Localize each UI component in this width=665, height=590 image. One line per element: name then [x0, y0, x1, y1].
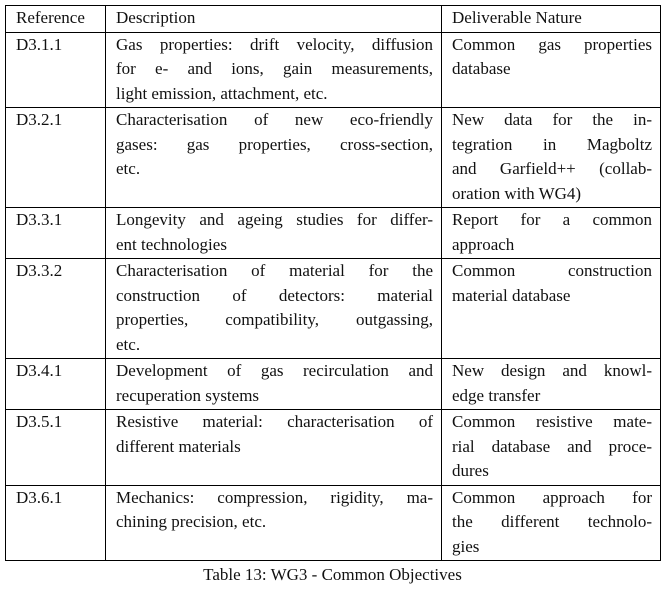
- table-cell: Report for a common approach: [441, 207, 661, 259]
- table-cell: D3.5.1: [5, 409, 106, 486]
- cell-line: rial database and proce-: [452, 436, 652, 456]
- cell-line: for e- and ions, gain measurements,: [116, 59, 433, 78]
- cell-line: different materials: [116, 436, 241, 456]
- table-cell: D3.1.1: [5, 31, 106, 108]
- header-cell: Deliverable Nature: [441, 5, 661, 33]
- cell-line: New data for the in-: [452, 110, 652, 129]
- cell-line: D3.6.1: [16, 487, 63, 507]
- table-row: D3.3.2 Characterisation of material for t…: [5, 258, 661, 359]
- cell-line: chining precision, etc.: [116, 512, 267, 531]
- cell-line: New design and knowl-: [452, 361, 652, 380]
- cell-line: edge transfer: [452, 385, 541, 405]
- table-cell: New design and knowl-edge transfer: [441, 358, 661, 410]
- cell-line: D3.3.2: [16, 261, 63, 280]
- cell-line: Gas properties: drift velocity, diffusio…: [116, 34, 433, 54]
- table-cell: Characterisation of material for the cons…: [105, 258, 442, 359]
- table-row: D3.6.1 Mechanics: compression, rigidity, …: [5, 484, 661, 561]
- table-row: D3.2.1 Characterisation of new eco-friend…: [5, 107, 661, 208]
- table-cell: D3.6.1: [5, 484, 106, 561]
- cell-line: Longevity and ageing studies for differ-: [116, 210, 433, 229]
- cell-line: and Garfield++ (collab-: [452, 159, 652, 178]
- header-cell: Reference: [5, 5, 106, 33]
- cell-line: database: [452, 59, 511, 78]
- cell-line: ent technologies: [116, 234, 227, 254]
- table-cell: Characterisation of new eco-friendly gase…: [105, 107, 442, 208]
- caption: Table 13: WG3 - Common Objectives: [203, 565, 462, 584]
- cell-line: Common construction: [452, 261, 652, 280]
- table-cell: Common resistive mate-rial database and …: [441, 409, 661, 486]
- cell-line: Common approach for: [452, 487, 652, 507]
- table-cell: Gas properties: drift velocity, diffusio…: [105, 31, 442, 108]
- cell-line: approach: [452, 234, 515, 254]
- table-row: D3.1.1 Gas properties: drift velocity, di…: [5, 31, 661, 108]
- cell-line: Resistive material: characterisation of: [116, 412, 433, 431]
- header-row: Reference Description Deliverable Nature: [5, 5, 661, 33]
- cell-line: Common gas properties: [452, 34, 652, 54]
- cell-line: D3.3.1: [16, 210, 63, 229]
- table-row: D3.4.1 Development of gas recirculation a…: [5, 358, 661, 410]
- table-cell: Longevity and ageing studies for differ-…: [105, 207, 442, 259]
- cell-line: Mechanics: compression, rigidity, ma-: [116, 487, 433, 507]
- cell-line: gases: gas properties, cross-section,: [116, 134, 433, 154]
- cell-line: Characterisation of new eco-friendly: [116, 110, 433, 129]
- cell-line: material database: [452, 285, 571, 305]
- cell-line: the different technolo-: [452, 512, 652, 531]
- table-cell: D3.3.1: [5, 207, 106, 259]
- cell-line: D3.5.1: [16, 412, 63, 431]
- cell-line: D3.4.1: [16, 361, 63, 380]
- cell-line: properties, compatibility, outgassing,: [116, 310, 433, 329]
- objectives-table: Reference Description Deliverable Nature…: [5, 5, 661, 561]
- table-cell: Mechanics: compression, rigidity, ma-chi…: [105, 484, 442, 561]
- table-cell: Common approach for the different technol…: [441, 484, 661, 561]
- cell-line: Report for a common: [452, 210, 652, 229]
- cell-line: tegration in Magboltz: [452, 134, 652, 154]
- table-cell: D3.4.1: [5, 358, 106, 410]
- cell-line: gies: [452, 536, 480, 556]
- table-cell: D3.3.2: [5, 258, 106, 359]
- table-cell: New data for the in-tegration in Magbolt…: [441, 107, 661, 208]
- cell-line: light emission, attachment, etc.: [116, 83, 328, 103]
- cell-line: D3.1.1: [16, 34, 63, 54]
- table-cell: Common construction material database: [441, 258, 661, 359]
- cell-line: dures: [452, 461, 489, 480]
- table-cell: D3.2.1: [5, 107, 106, 208]
- table-row: D3.5.1 Resistive material: characterisati…: [5, 409, 661, 486]
- cell-line: D3.2.1: [16, 110, 63, 129]
- header-cell: Description: [105, 5, 442, 33]
- cell-line: etc.: [116, 334, 141, 354]
- cell-line: Common resistive mate-: [452, 412, 652, 431]
- cell-line: Characterisation of material for the: [116, 261, 433, 280]
- cell-line: recuperation systems: [116, 385, 260, 405]
- cell-line: etc.: [116, 159, 141, 178]
- cell-line: construction of detectors: material: [116, 285, 433, 305]
- table-row: D3.3.1 Longevity and ageing studies for d…: [5, 207, 661, 259]
- cell-line: Development of gas recirculation and: [116, 361, 433, 380]
- cell-line: oration with WG4): [452, 183, 582, 203]
- table-cell: Common gas properties database: [441, 31, 661, 108]
- table-cell: Development of gas recirculation and recu…: [105, 358, 442, 410]
- table-cell: Resistive material: characterisation of d…: [105, 409, 442, 486]
